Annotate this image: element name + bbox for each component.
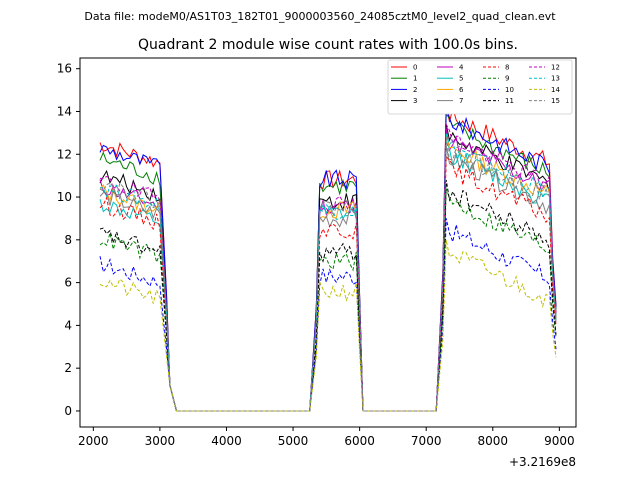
- legend-label-6: 6: [459, 86, 464, 94]
- y-tick-label: 16: [57, 62, 72, 76]
- series-line-8: [99, 155, 557, 412]
- y-tick-label: 2: [64, 361, 72, 375]
- x-tick-label: 8000: [478, 434, 509, 448]
- legend-label-3: 3: [413, 97, 417, 105]
- series-line-13: [99, 132, 557, 412]
- y-tick-label: 4: [64, 318, 72, 332]
- series-line-9: [99, 188, 557, 412]
- legend-label-4: 4: [459, 64, 464, 72]
- series-line-6: [99, 134, 557, 412]
- axis-layer: 2000 3000 4000 5000 6000 7000 8000 900002468101…: [57, 62, 575, 448]
- legend-label-12: 12: [551, 64, 560, 72]
- legend-label-5: 5: [459, 75, 463, 83]
- x-tick-label: 9000: [544, 434, 575, 448]
- y-tick-label: 8: [64, 233, 72, 247]
- x-tick-label: 4000: [211, 434, 242, 448]
- x-tick-label: 7000: [411, 434, 442, 448]
- x-tick-label: 3000: [145, 434, 176, 448]
- legend-label-14: 14: [551, 86, 560, 94]
- x-offset-label: +3.2169e8: [509, 455, 576, 469]
- legend-label-15: 15: [551, 97, 560, 105]
- series-line-14: [99, 239, 557, 412]
- y-tick-label: 14: [57, 104, 72, 118]
- legend-label-2: 2: [413, 86, 417, 94]
- x-tick-label: 2000: [78, 434, 109, 448]
- legend-label-9: 9: [505, 75, 509, 83]
- y-tick-label: 6: [64, 276, 72, 290]
- series-line-3: [99, 124, 557, 412]
- y-tick-label: 0: [64, 404, 72, 418]
- legend-label-8: 8: [505, 64, 509, 72]
- y-tick-label: 12: [57, 147, 72, 161]
- chart-title: Quadrant 2 module wise count rates with …: [138, 37, 518, 53]
- series-line-11: [99, 179, 557, 412]
- series-layer: [99, 102, 557, 412]
- series-line-1: [99, 111, 557, 412]
- legend-label-0: 0: [413, 64, 417, 72]
- series-line-10: [99, 218, 557, 412]
- x-tick-label: 5000: [278, 434, 309, 448]
- x-tick-label: 6000: [344, 434, 375, 448]
- legend-box: [387, 59, 573, 115]
- series-line-12: [99, 122, 557, 412]
- series-line-2: [99, 107, 557, 412]
- series-line-0: [99, 102, 557, 412]
- data-file-label: Data file: modeM0/AS1T03_182T01_90000035…: [84, 10, 556, 23]
- y-tick-label: 10: [57, 190, 72, 204]
- legend-label-1: 1: [413, 75, 417, 83]
- series-line-7: [99, 145, 557, 412]
- legend-label-7: 7: [459, 97, 463, 105]
- legend-label-11: 11: [505, 97, 514, 105]
- series-line-15: [99, 137, 557, 412]
- legend-label-10: 10: [505, 86, 514, 94]
- legend-label-13: 13: [551, 75, 560, 83]
